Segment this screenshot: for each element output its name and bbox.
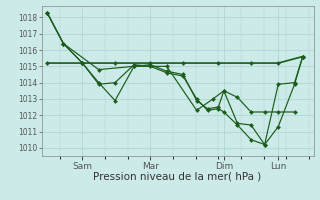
X-axis label: Pression niveau de la mer( hPa ): Pression niveau de la mer( hPa )	[93, 172, 262, 182]
